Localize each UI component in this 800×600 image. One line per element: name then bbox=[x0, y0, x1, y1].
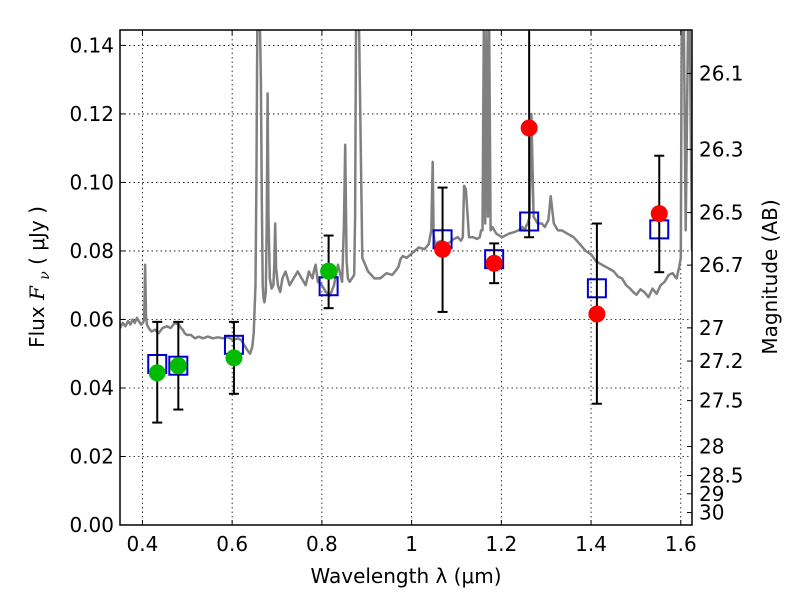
right-tick-label: 29 bbox=[699, 482, 724, 506]
grid bbox=[120, 30, 692, 526]
y-tick-label: 0.08 bbox=[69, 239, 114, 263]
y-tick-label: 0.00 bbox=[69, 513, 114, 537]
y-tick-label: 0.14 bbox=[69, 33, 114, 57]
y-axis-label-symbol: F bbox=[25, 285, 49, 301]
observed-nir-point bbox=[650, 205, 668, 223]
right-axis-label: Magnitude (AB) bbox=[758, 199, 782, 354]
y-tick-label: 0.12 bbox=[69, 102, 114, 126]
observed-nir-point bbox=[434, 240, 452, 258]
axes: 0.4 0.6 0.8 1 1.2 1.4 1.6 0.00 0.02 0.04 0.06 0.08 0… bbox=[69, 30, 744, 556]
x-axis-label: Wavelength λ (μm) bbox=[310, 564, 501, 588]
right-tick-label: 27.2 bbox=[699, 349, 744, 373]
y-axis-label-subscript: ν bbox=[37, 271, 53, 280]
x-tick-label: 1.4 bbox=[575, 532, 607, 556]
x-tick-label: 0.6 bbox=[216, 532, 248, 556]
x-tick-label: 0.8 bbox=[306, 532, 338, 556]
spectrum-line bbox=[120, 30, 692, 355]
x-tick-label: 0.4 bbox=[127, 532, 159, 556]
observed-optical-point bbox=[148, 364, 166, 382]
observed-nir-point bbox=[520, 119, 538, 137]
y-axis-label: Flux F ν ( μJy ) bbox=[25, 206, 54, 348]
plot-area bbox=[120, 30, 692, 424]
right-tick-label: 28 bbox=[699, 435, 724, 459]
y-tick-label: 0.04 bbox=[69, 376, 114, 400]
y-tick-label: 0.02 bbox=[69, 444, 114, 468]
y-tick-label: 0.06 bbox=[69, 307, 114, 331]
right-tick-label: 30 bbox=[699, 501, 724, 525]
x-tick-label: 1.6 bbox=[665, 532, 697, 556]
right-tick-label: 26.5 bbox=[699, 201, 744, 225]
right-tick-label: 26.3 bbox=[699, 137, 744, 161]
y-tick-label: 0.10 bbox=[69, 170, 114, 194]
observed-nir-point bbox=[485, 254, 503, 272]
observed-optical-point bbox=[320, 262, 338, 280]
right-tick-label: 28.5 bbox=[699, 463, 744, 487]
right-tick-label: 26.1 bbox=[699, 61, 744, 85]
observed-optical-point bbox=[225, 349, 243, 367]
observed-nir-point bbox=[588, 305, 606, 323]
x-tick-label: 1.2 bbox=[485, 532, 517, 556]
right-tick-label: 27 bbox=[699, 316, 724, 340]
observed-optical-point bbox=[169, 357, 187, 375]
x-tick-label: 1 bbox=[405, 532, 418, 556]
right-tick-label: 26.7 bbox=[699, 253, 744, 277]
y-axis-label-prefix: Flux bbox=[25, 300, 49, 348]
right-tick-label: 27.5 bbox=[699, 389, 744, 413]
y-axis-label-unit: ( μJy ) bbox=[25, 206, 49, 265]
plot-frame bbox=[119, 29, 693, 526]
